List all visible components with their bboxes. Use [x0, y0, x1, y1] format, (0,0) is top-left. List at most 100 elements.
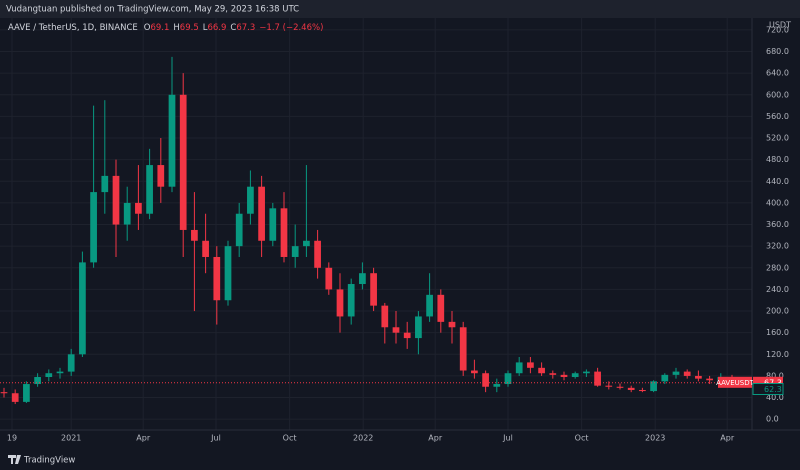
candle-body: [123, 202, 131, 225]
y-tick-label: 480.0: [766, 155, 789, 164]
ohlc-label: L: [203, 23, 208, 33]
x-tick-label: Apr: [136, 434, 151, 443]
candle-body: [504, 373, 512, 385]
symbol-legend: AAVE / TetherUS, 1D, BINANCE O69.1 H69.5 L6…: [8, 23, 323, 33]
other-price-box: [752, 383, 784, 396]
candle-body: [67, 354, 75, 372]
y-tick-label: 400.0: [766, 198, 789, 207]
y-tick-label: 720.0: [766, 25, 789, 34]
candle-body: [101, 175, 109, 193]
footer-bar: [0, 450, 800, 470]
candle-body: [291, 246, 299, 257]
candle-body: [11, 393, 19, 402]
x-tick-label: 2022: [353, 434, 373, 443]
candle-body: [549, 373, 557, 375]
candle-body: [112, 175, 120, 225]
x-tick-label: Oct: [283, 434, 297, 443]
symbol: AAVE / TetherUS, 1D, BINANCE: [8, 23, 138, 33]
candle-body: [359, 273, 366, 285]
candle-body: [179, 94, 187, 230]
candle-body: [437, 294, 445, 322]
candle-body: [594, 371, 601, 386]
other-price-label: 62.3: [764, 385, 782, 394]
candle-body: [392, 327, 400, 333]
candle-body: [515, 362, 523, 374]
tv-logo: [8, 455, 21, 464]
candle-body: [280, 208, 288, 257]
y-tick-label: 200.0: [766, 307, 789, 316]
candle-body: [571, 373, 579, 378]
candle-body: [213, 256, 221, 301]
change: −1.7 (−2.46%): [259, 23, 323, 33]
y-tick-label: 160.0: [766, 328, 789, 337]
candle-body: [157, 165, 165, 187]
candle-body: [303, 240, 310, 247]
candle-body: [45, 373, 53, 378]
candle-body: [325, 267, 333, 290]
candle-body: [560, 374, 568, 378]
y-tick-label: 0.0: [766, 415, 779, 424]
candle-body: [56, 371, 64, 374]
candle-body: [258, 186, 265, 241]
candle-body: [650, 381, 657, 392]
candle-body: [135, 202, 142, 214]
candle-body: [146, 165, 153, 214]
candle-body: [235, 213, 243, 247]
candle-body: [672, 371, 680, 375]
header-bar: [0, 0, 800, 18]
candle-body: [314, 240, 321, 268]
candle-body: [448, 321, 456, 328]
y-tick-label: 360.0: [766, 220, 789, 229]
candle-body: [168, 94, 176, 187]
y-tick-label: 440.0: [766, 177, 789, 186]
brand: TradingView: [23, 456, 75, 466]
candle-body: [269, 208, 277, 241]
last-price-box: [753, 376, 783, 388]
ohlc-label: C: [230, 23, 236, 33]
x-tick-label: Jul: [502, 434, 513, 443]
candle-body: [90, 192, 97, 263]
plot-area: [0, 18, 752, 430]
candle-body: [616, 386, 624, 388]
candle-body: [79, 262, 86, 355]
candle-body: [583, 371, 590, 374]
candle-body: [34, 377, 41, 385]
candle-body: [695, 375, 702, 379]
y-tick-label: 40.0: [766, 393, 784, 402]
candle-body: [247, 186, 254, 214]
x-tick-label: Apr: [428, 434, 443, 443]
candle-body: [191, 229, 198, 241]
ohlc-label: O: [144, 23, 151, 33]
y-tick-label: 120.0: [766, 350, 789, 359]
candle-body: [336, 289, 344, 317]
candle-body: [605, 385, 613, 387]
x-tick-label: 19: [7, 434, 17, 443]
candle-body: [639, 389, 646, 392]
y-tick-label: 280.0: [766, 263, 789, 272]
candle-body: [381, 305, 389, 328]
ohlc-label: H: [173, 23, 179, 33]
last-price-name-box: [718, 376, 752, 388]
y-tick-label: 600.0: [766, 90, 789, 99]
y-unit: USDT: [769, 21, 791, 30]
published-note: Vudangtuan published on TradingView.com,…: [6, 5, 299, 15]
last-price-label: 67.3: [764, 378, 782, 387]
last-price-name: AAVEUSDT: [716, 379, 754, 387]
y-tick-label: 680.0: [766, 47, 789, 56]
y-tick-label: 560.0: [766, 112, 789, 121]
candle-body: [459, 327, 467, 371]
candle-body: [202, 240, 209, 257]
candle-body: [403, 332, 411, 339]
ohlc-value: 69.1: [150, 23, 169, 33]
ohlc-value: 67.3: [236, 23, 255, 33]
ohlc-value: 69.5: [180, 23, 199, 33]
ohlc-value: 66.9: [207, 23, 226, 33]
x-tick-label: 2021: [61, 434, 81, 443]
candle-body: [706, 378, 713, 381]
candle-body: [0, 392, 8, 394]
candle-body: [347, 284, 355, 317]
y-tick-label: 80.0: [766, 371, 784, 380]
y-tick-label: 640.0: [766, 69, 789, 78]
